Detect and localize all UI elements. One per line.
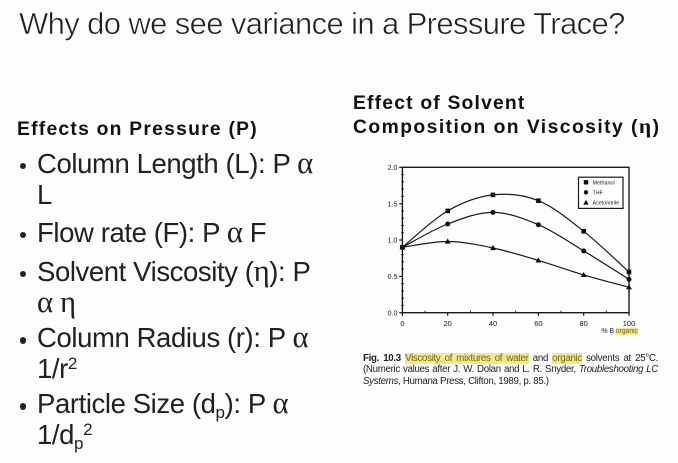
svg-text:0.5: 0.5 (388, 274, 398, 281)
svg-text:80: 80 (580, 319, 588, 328)
svg-text:2.0: 2.0 (388, 165, 398, 172)
svg-text:20: 20 (444, 319, 452, 328)
svg-text:1.5: 1.5 (388, 201, 398, 208)
svg-text:100: 100 (623, 319, 636, 328)
svg-text:Methanol: Methanol (593, 180, 615, 186)
svg-text:40: 40 (489, 319, 497, 328)
svg-text:0.0: 0.0 (388, 310, 398, 317)
svg-text:1.0: 1.0 (388, 238, 398, 245)
svg-text:Acetonitrile: Acetonitrile (593, 201, 620, 207)
svg-text:60: 60 (534, 319, 542, 328)
svg-text:THF: THF (593, 190, 604, 196)
svg-text:0: 0 (400, 319, 404, 328)
